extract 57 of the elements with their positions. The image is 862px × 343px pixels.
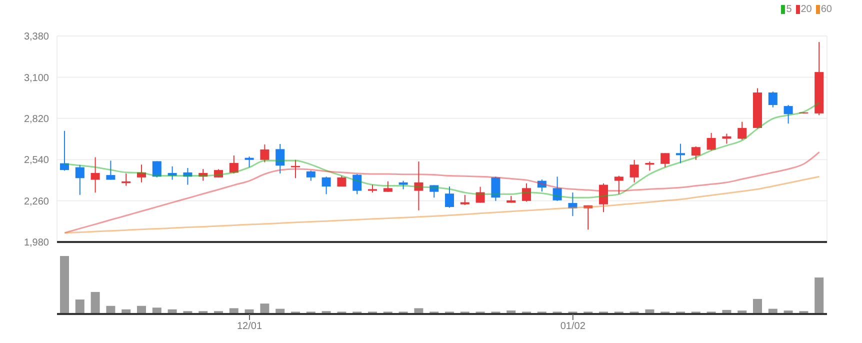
candlestick: [168, 166, 177, 180]
candlestick: [599, 182, 608, 213]
candlestick: [614, 175, 624, 195]
candlestick: [352, 174, 362, 195]
bar: [260, 304, 270, 314]
candlestick: [306, 170, 316, 182]
candlestick: [291, 159, 300, 179]
candlestick: [630, 159, 639, 183]
candlestick: [445, 186, 454, 208]
candlestick: [660, 152, 670, 168]
candlestick: [645, 161, 654, 172]
candlestick: [229, 154, 238, 174]
candlestick: [383, 180, 392, 192]
candlestick: [75, 164, 84, 196]
legend-label: 5: [786, 4, 792, 15]
candlestick: [784, 104, 793, 124]
bar: [753, 298, 762, 314]
candlestick: [430, 184, 439, 198]
candlestick: [198, 168, 208, 182]
candlestick: [568, 192, 578, 217]
candlestick: [244, 156, 254, 168]
candlestick: [691, 146, 700, 160]
bar: [90, 292, 100, 314]
bar: [60, 256, 69, 314]
x-tick-label: 12/01: [236, 321, 262, 332]
candlestick: [183, 167, 192, 186]
candlestick: [137, 164, 146, 183]
candlestick: [738, 121, 747, 140]
candlestick: [676, 143, 685, 164]
bar: [814, 277, 824, 314]
candlestick: [106, 160, 116, 180]
candlestick: [260, 144, 270, 163]
candlestick: [537, 178, 546, 192]
y-tick-label: 2,540: [24, 155, 50, 166]
candlestick: [460, 194, 470, 206]
candlestick: [414, 161, 424, 211]
legend-label: 60: [820, 4, 832, 15]
y-tick-label: 1,980: [24, 238, 50, 249]
candlestick: [768, 91, 778, 108]
candlestick: [90, 156, 100, 194]
x-tick-label: 01/02: [560, 321, 586, 332]
candlestick: [522, 182, 531, 202]
candlestick: [476, 186, 485, 204]
y-tick-label: 2,260: [24, 196, 50, 208]
candlestick: [152, 160, 162, 178]
candlestick: [706, 132, 716, 151]
candlestick: [276, 144, 285, 174]
candlestick: [491, 176, 500, 202]
y-tick-label: 2,820: [24, 114, 50, 125]
candlestick: [552, 176, 562, 202]
candlestick: [584, 204, 593, 230]
y-tick-label: 3,100: [24, 72, 50, 84]
bar: [75, 300, 84, 314]
y-tick-label: 3,380: [24, 32, 50, 43]
legend-label: 20: [800, 4, 812, 15]
candlestick: [60, 130, 69, 172]
candlestick: [322, 176, 331, 195]
